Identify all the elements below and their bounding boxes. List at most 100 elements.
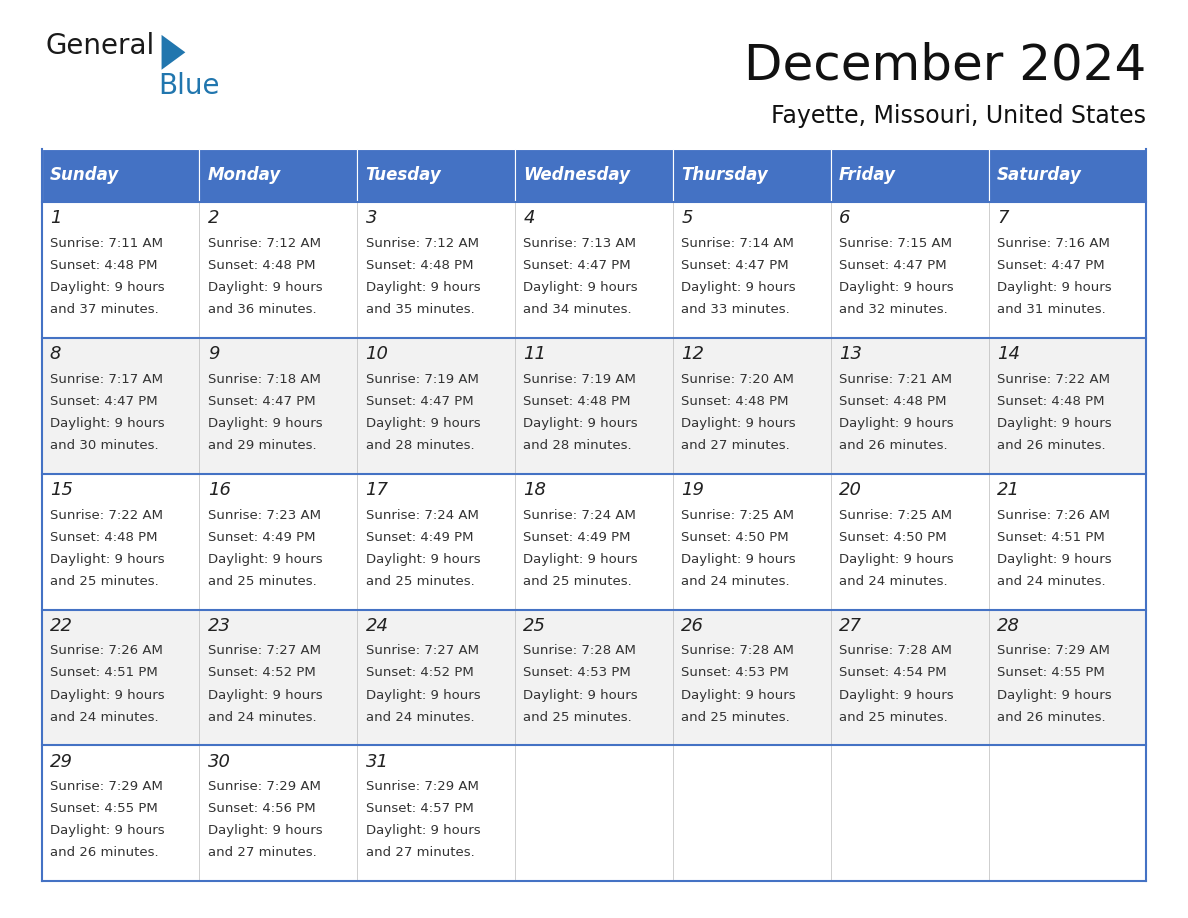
Text: and 25 minutes.: and 25 minutes. [839, 711, 948, 723]
Text: Daylight: 9 hours: Daylight: 9 hours [50, 824, 164, 837]
Text: Sunset: 4:47 PM: Sunset: 4:47 PM [366, 395, 473, 408]
Text: 13: 13 [839, 345, 862, 364]
Text: Daylight: 9 hours: Daylight: 9 hours [839, 417, 954, 430]
Bar [42, 610, 1146, 745]
Text: Blue: Blue [158, 72, 220, 100]
Bar [42, 745, 1146, 881]
Text: and 25 minutes.: and 25 minutes. [208, 575, 316, 588]
Text: Daylight: 9 hours: Daylight: 9 hours [208, 553, 322, 565]
Text: Sunset: 4:48 PM: Sunset: 4:48 PM [839, 395, 947, 408]
Text: Daylight: 9 hours: Daylight: 9 hours [997, 553, 1112, 565]
Text: Sunrise: 7:15 AM: Sunrise: 7:15 AM [839, 237, 952, 250]
Text: 31: 31 [366, 753, 388, 771]
Bar [42, 149, 200, 202]
Text: Daylight: 9 hours: Daylight: 9 hours [524, 417, 638, 430]
Text: Sunrise: 7:19 AM: Sunrise: 7:19 AM [366, 373, 479, 386]
Text: 25: 25 [524, 617, 546, 635]
Text: 6: 6 [839, 209, 851, 228]
Text: Sunset: 4:53 PM: Sunset: 4:53 PM [524, 666, 631, 679]
Text: 15: 15 [50, 481, 72, 499]
Text: and 26 minutes.: and 26 minutes. [50, 846, 158, 859]
Text: 18: 18 [524, 481, 546, 499]
Bar [42, 474, 1146, 610]
Text: Daylight: 9 hours: Daylight: 9 hours [366, 553, 480, 565]
Text: Daylight: 9 hours: Daylight: 9 hours [681, 417, 796, 430]
Text: and 31 minutes.: and 31 minutes. [997, 303, 1106, 316]
Text: 1: 1 [50, 209, 62, 228]
Text: Sunrise: 7:25 AM: Sunrise: 7:25 AM [681, 509, 795, 521]
Text: Daylight: 9 hours: Daylight: 9 hours [208, 417, 322, 430]
Text: General: General [45, 32, 154, 61]
Text: Sunset: 4:48 PM: Sunset: 4:48 PM [524, 395, 631, 408]
Text: and 24 minutes.: and 24 minutes. [50, 711, 158, 723]
Text: and 24 minutes.: and 24 minutes. [997, 575, 1106, 588]
Text: Sunrise: 7:24 AM: Sunrise: 7:24 AM [524, 509, 637, 521]
Text: Daylight: 9 hours: Daylight: 9 hours [366, 281, 480, 294]
Text: Sunrise: 7:13 AM: Sunrise: 7:13 AM [524, 237, 637, 250]
Text: and 29 minutes.: and 29 minutes. [208, 439, 316, 452]
Text: Sunrise: 7:23 AM: Sunrise: 7:23 AM [208, 509, 321, 521]
Text: Sunrise: 7:16 AM: Sunrise: 7:16 AM [997, 237, 1110, 250]
Text: 23: 23 [208, 617, 230, 635]
Text: and 24 minutes.: and 24 minutes. [366, 711, 474, 723]
Text: Sunset: 4:48 PM: Sunset: 4:48 PM [50, 259, 157, 272]
Text: December 2024: December 2024 [744, 41, 1146, 89]
Text: Daylight: 9 hours: Daylight: 9 hours [366, 824, 480, 837]
Text: Sunrise: 7:26 AM: Sunrise: 7:26 AM [50, 644, 163, 657]
Polygon shape [162, 35, 185, 70]
Text: 16: 16 [208, 481, 230, 499]
Text: Sunset: 4:56 PM: Sunset: 4:56 PM [208, 802, 315, 815]
Text: and 25 minutes.: and 25 minutes. [50, 575, 159, 588]
Text: Wednesday: Wednesday [524, 166, 631, 185]
Text: 7: 7 [997, 209, 1009, 228]
Text: Sunset: 4:47 PM: Sunset: 4:47 PM [524, 259, 631, 272]
Text: Fayette, Missouri, United States: Fayette, Missouri, United States [771, 104, 1146, 128]
Text: Sunset: 4:55 PM: Sunset: 4:55 PM [997, 666, 1105, 679]
Text: Sunset: 4:48 PM: Sunset: 4:48 PM [50, 531, 157, 543]
Text: Sunrise: 7:24 AM: Sunrise: 7:24 AM [366, 509, 479, 521]
Text: Sunrise: 7:17 AM: Sunrise: 7:17 AM [50, 373, 163, 386]
Text: Sunrise: 7:29 AM: Sunrise: 7:29 AM [366, 780, 479, 793]
Text: Sunset: 4:47 PM: Sunset: 4:47 PM [208, 395, 315, 408]
Text: and 25 minutes.: and 25 minutes. [681, 711, 790, 723]
Text: Daylight: 9 hours: Daylight: 9 hours [50, 688, 164, 701]
Text: Sunset: 4:48 PM: Sunset: 4:48 PM [681, 395, 789, 408]
Text: 14: 14 [997, 345, 1020, 364]
Text: and 27 minutes.: and 27 minutes. [366, 846, 474, 859]
Text: Sunrise: 7:20 AM: Sunrise: 7:20 AM [681, 373, 794, 386]
Text: Sunset: 4:49 PM: Sunset: 4:49 PM [208, 531, 315, 543]
Text: Thursday: Thursday [681, 166, 767, 185]
Text: and 33 minutes.: and 33 minutes. [681, 303, 790, 316]
Text: Sunset: 4:52 PM: Sunset: 4:52 PM [208, 666, 316, 679]
Text: Daylight: 9 hours: Daylight: 9 hours [208, 824, 322, 837]
Text: Sunset: 4:47 PM: Sunset: 4:47 PM [839, 259, 947, 272]
Text: Sunset: 4:48 PM: Sunset: 4:48 PM [366, 259, 473, 272]
Text: 10: 10 [366, 345, 388, 364]
Text: 9: 9 [208, 345, 220, 364]
Text: 20: 20 [839, 481, 862, 499]
Text: and 28 minutes.: and 28 minutes. [524, 439, 632, 452]
Bar [42, 338, 1146, 474]
Text: Daylight: 9 hours: Daylight: 9 hours [366, 417, 480, 430]
Text: Sunset: 4:51 PM: Sunset: 4:51 PM [997, 531, 1105, 543]
Bar [516, 149, 672, 202]
Text: and 24 minutes.: and 24 minutes. [208, 711, 316, 723]
Text: Friday: Friday [839, 166, 896, 185]
Text: and 37 minutes.: and 37 minutes. [50, 303, 159, 316]
Text: and 26 minutes.: and 26 minutes. [839, 439, 948, 452]
Text: Daylight: 9 hours: Daylight: 9 hours [681, 688, 796, 701]
Text: Daylight: 9 hours: Daylight: 9 hours [208, 281, 322, 294]
Text: Daylight: 9 hours: Daylight: 9 hours [366, 688, 480, 701]
Text: 17: 17 [366, 481, 388, 499]
Text: Sunrise: 7:28 AM: Sunrise: 7:28 AM [524, 644, 637, 657]
Text: 26: 26 [681, 617, 704, 635]
Text: Sunrise: 7:22 AM: Sunrise: 7:22 AM [997, 373, 1110, 386]
Text: and 26 minutes.: and 26 minutes. [997, 439, 1106, 452]
Text: Monday: Monday [208, 166, 282, 185]
Text: and 30 minutes.: and 30 minutes. [50, 439, 158, 452]
Text: Sunrise: 7:27 AM: Sunrise: 7:27 AM [208, 644, 321, 657]
Text: Sunrise: 7:29 AM: Sunrise: 7:29 AM [208, 780, 321, 793]
Text: Sunrise: 7:27 AM: Sunrise: 7:27 AM [366, 644, 479, 657]
Bar [200, 149, 358, 202]
Text: Sunset: 4:47 PM: Sunset: 4:47 PM [997, 259, 1105, 272]
